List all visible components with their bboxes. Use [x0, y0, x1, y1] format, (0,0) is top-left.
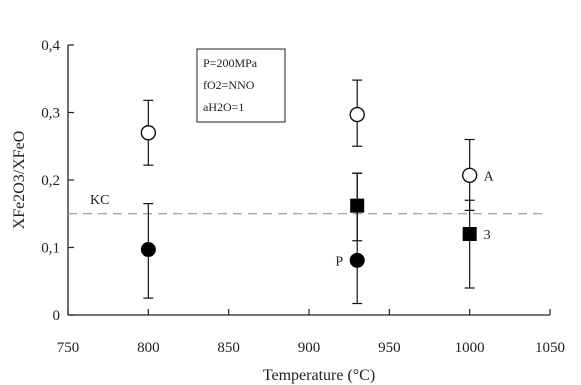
filled-circle-point — [140, 242, 156, 258]
conditions-box: P=200MPa fO2=NNO aH2O=1 — [196, 48, 286, 123]
point-label: 3 — [484, 228, 491, 243]
axes: 0 0,1 0,2 0,3 0,4 750 800 850 900 950 1000 1050 — [41, 38, 565, 356]
y-tick-label: 0,1 — [41, 241, 60, 257]
filled-circle-point — [349, 252, 365, 268]
open-circle-point — [140, 125, 157, 141]
x-tick-label: 950 — [378, 340, 401, 356]
y-axis-label: XFe2O3/XFeO — [11, 131, 28, 230]
open-circle-point — [349, 106, 365, 123]
condition-text: aH2O=1 — [203, 100, 244, 114]
x-tick-label: 1000 — [455, 340, 485, 356]
y-tick-label: 0,2 — [41, 173, 60, 189]
y-tick-label: 0 — [53, 308, 61, 324]
reference-line-group: KC — [68, 193, 545, 215]
x-tick-label: 900 — [298, 340, 321, 356]
x-tick-label: 800 — [137, 340, 160, 356]
condition-text: P=200MPa — [203, 56, 258, 70]
x-axis-label: Temperature (°C) — [263, 367, 375, 384]
filled-square-point — [462, 227, 477, 241]
conditions-frame — [196, 48, 286, 123]
filled-square-point — [350, 198, 365, 213]
open-circle-point — [461, 167, 478, 183]
x-tick-label: 1050 — [535, 340, 565, 356]
x-tick-label: 750 — [57, 340, 80, 356]
y-tick-label: 0,3 — [41, 106, 60, 122]
point-label: A — [484, 169, 495, 184]
y-tick-label: 0,4 — [41, 38, 60, 54]
point-label: P — [335, 254, 343, 269]
data-marks: A P 3 — [140, 79, 495, 305]
condition-text: fO2=NNO — [203, 78, 255, 92]
x-tick-label: 850 — [217, 340, 240, 356]
reference-line-label: KC — [90, 193, 109, 208]
